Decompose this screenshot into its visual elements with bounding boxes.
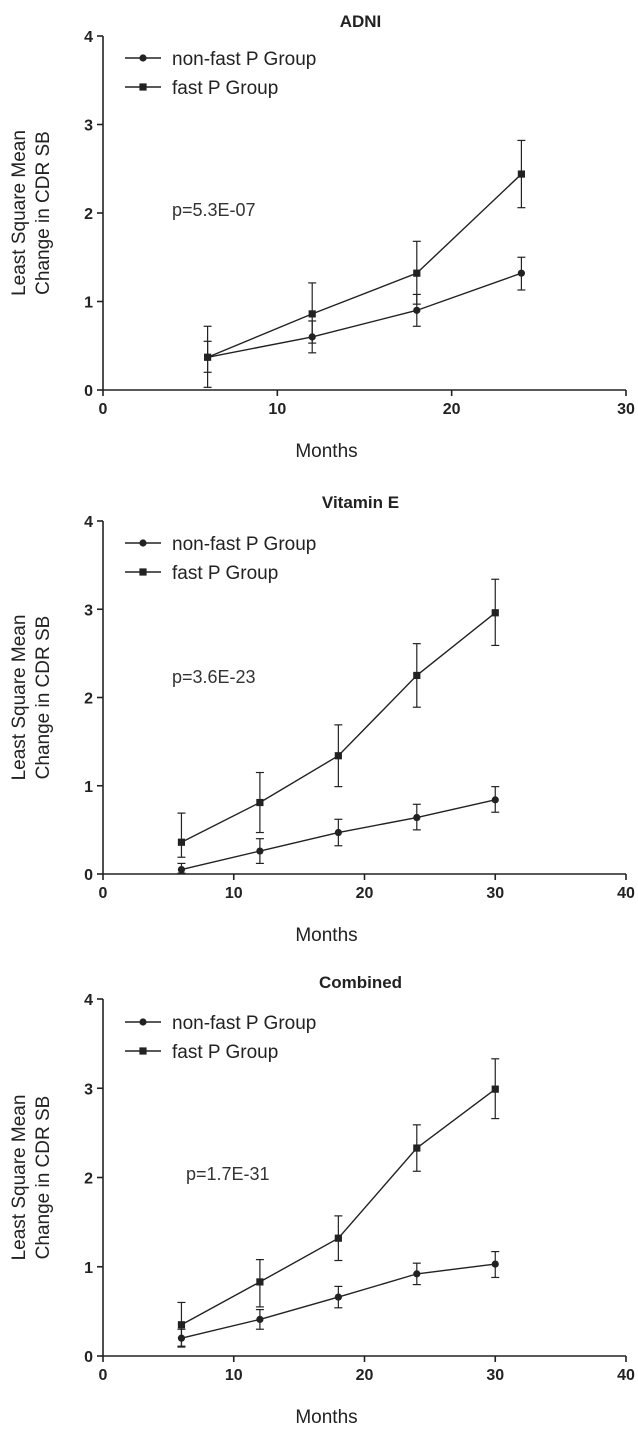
data-point [413, 1270, 421, 1278]
x-tick-label: 30 [617, 401, 635, 418]
legend-marker [139, 568, 147, 576]
chart-title: Vitamin E [322, 493, 399, 512]
chart-title: Combined [319, 973, 402, 992]
x-axis-label: Months [295, 1407, 357, 1428]
data-point [491, 796, 499, 804]
y-axis-label-line-1: Least Square Mean [9, 615, 30, 781]
x-tick-label: 20 [356, 885, 374, 902]
y-axis-label-line-1: Least Square Mean [9, 1095, 30, 1261]
y-tick-label: 4 [84, 514, 93, 531]
y-tick-label: 2 [84, 206, 93, 223]
x-tick-label: 40 [617, 885, 635, 902]
data-point [334, 752, 342, 760]
series-line [207, 272, 522, 358]
x-tick-label: 40 [617, 1367, 635, 1384]
data-point [413, 671, 421, 680]
data-point [334, 1293, 342, 1301]
data-point [413, 269, 421, 277]
legend-marker [139, 83, 147, 91]
series-non-fast-p-group [177, 1250, 500, 1348]
y-tick-label: 0 [84, 1349, 93, 1366]
legend-label: non-fast P Group [172, 49, 316, 70]
series-fast-p-group [177, 578, 500, 858]
data-point [517, 170, 525, 178]
legend-label: fast P Group [172, 78, 278, 99]
data-point [177, 865, 186, 874]
data-point [256, 1278, 264, 1286]
legend-label: non-fast P Group [172, 534, 316, 555]
y-tick-label: 0 [84, 867, 93, 884]
y-tick-label: 0 [84, 383, 93, 400]
x-axis-label: Months [295, 441, 357, 462]
p-value-annotation: p=3.6E-23 [172, 667, 256, 687]
y-tick-label: 3 [84, 1081, 93, 1098]
x-tick-label: 10 [225, 1367, 243, 1384]
series-non-fast-p-group [203, 256, 526, 373]
data-point [177, 838, 186, 846]
x-axis-label: Months [295, 925, 357, 946]
data-point [256, 1315, 264, 1324]
series-fast-p-group [203, 139, 526, 388]
y-tick-label: 4 [84, 992, 93, 1009]
x-tick-label: 0 [99, 885, 108, 902]
y-tick-label: 1 [84, 779, 93, 796]
data-point [517, 269, 526, 277]
data-point [256, 798, 264, 807]
legend-label: non-fast P Group [172, 1013, 316, 1034]
y-tick-label: 3 [84, 602, 93, 619]
y-axis-label-line-2: Change in CDR SB [33, 131, 54, 295]
data-point [308, 310, 316, 318]
legend-marker [139, 54, 147, 62]
data-point [334, 828, 342, 837]
p-value-annotation: p=1.7E-31 [186, 1164, 270, 1184]
data-point [413, 813, 421, 822]
p-value-annotation: p=5.3E-07 [172, 200, 256, 220]
x-tick-label: 20 [443, 401, 461, 418]
series-line [207, 173, 522, 358]
legend-label: fast P Group [172, 1042, 278, 1063]
x-tick-label: 0 [99, 1367, 108, 1384]
y-tick-label: 2 [84, 1171, 93, 1188]
data-point [491, 1085, 499, 1093]
data-point [491, 609, 499, 617]
data-point [256, 847, 264, 855]
legend-marker [139, 1018, 147, 1026]
x-tick-label: 30 [486, 885, 504, 902]
x-tick-label: 10 [225, 885, 243, 902]
y-tick-label: 1 [84, 295, 93, 312]
y-axis-label-line-2: Change in CDR SB [33, 1096, 54, 1260]
x-tick-label: 20 [356, 1367, 374, 1384]
y-axis-label-line-1: Least Square Mean [9, 130, 30, 296]
data-point [177, 1321, 186, 1329]
data-point [204, 353, 212, 361]
x-tick-label: 0 [99, 401, 108, 418]
data-point [413, 1144, 421, 1152]
series-non-fast-p-group [177, 786, 500, 874]
data-point [491, 1260, 499, 1268]
y-axis-label-line-2: Change in CDR SB [33, 616, 54, 780]
y-tick-label: 1 [84, 1260, 93, 1277]
chart-title: ADNI [340, 12, 382, 31]
y-tick-label: 3 [84, 118, 93, 135]
y-tick-label: 2 [84, 691, 93, 708]
legend-marker [139, 539, 147, 547]
series-fast-p-group [177, 1058, 500, 1347]
x-tick-label: 10 [268, 401, 286, 418]
y-tick-label: 4 [84, 29, 93, 46]
x-tick-label: 30 [486, 1367, 504, 1384]
data-point [334, 1234, 342, 1242]
legend-marker [139, 1047, 147, 1055]
data-point [413, 306, 421, 314]
legend-label: fast P Group [172, 563, 278, 584]
chart-panel-1: ADNI 0 1 2 3 4 0 10 20 30 Months Least Square Mean C… [9, 12, 635, 462]
